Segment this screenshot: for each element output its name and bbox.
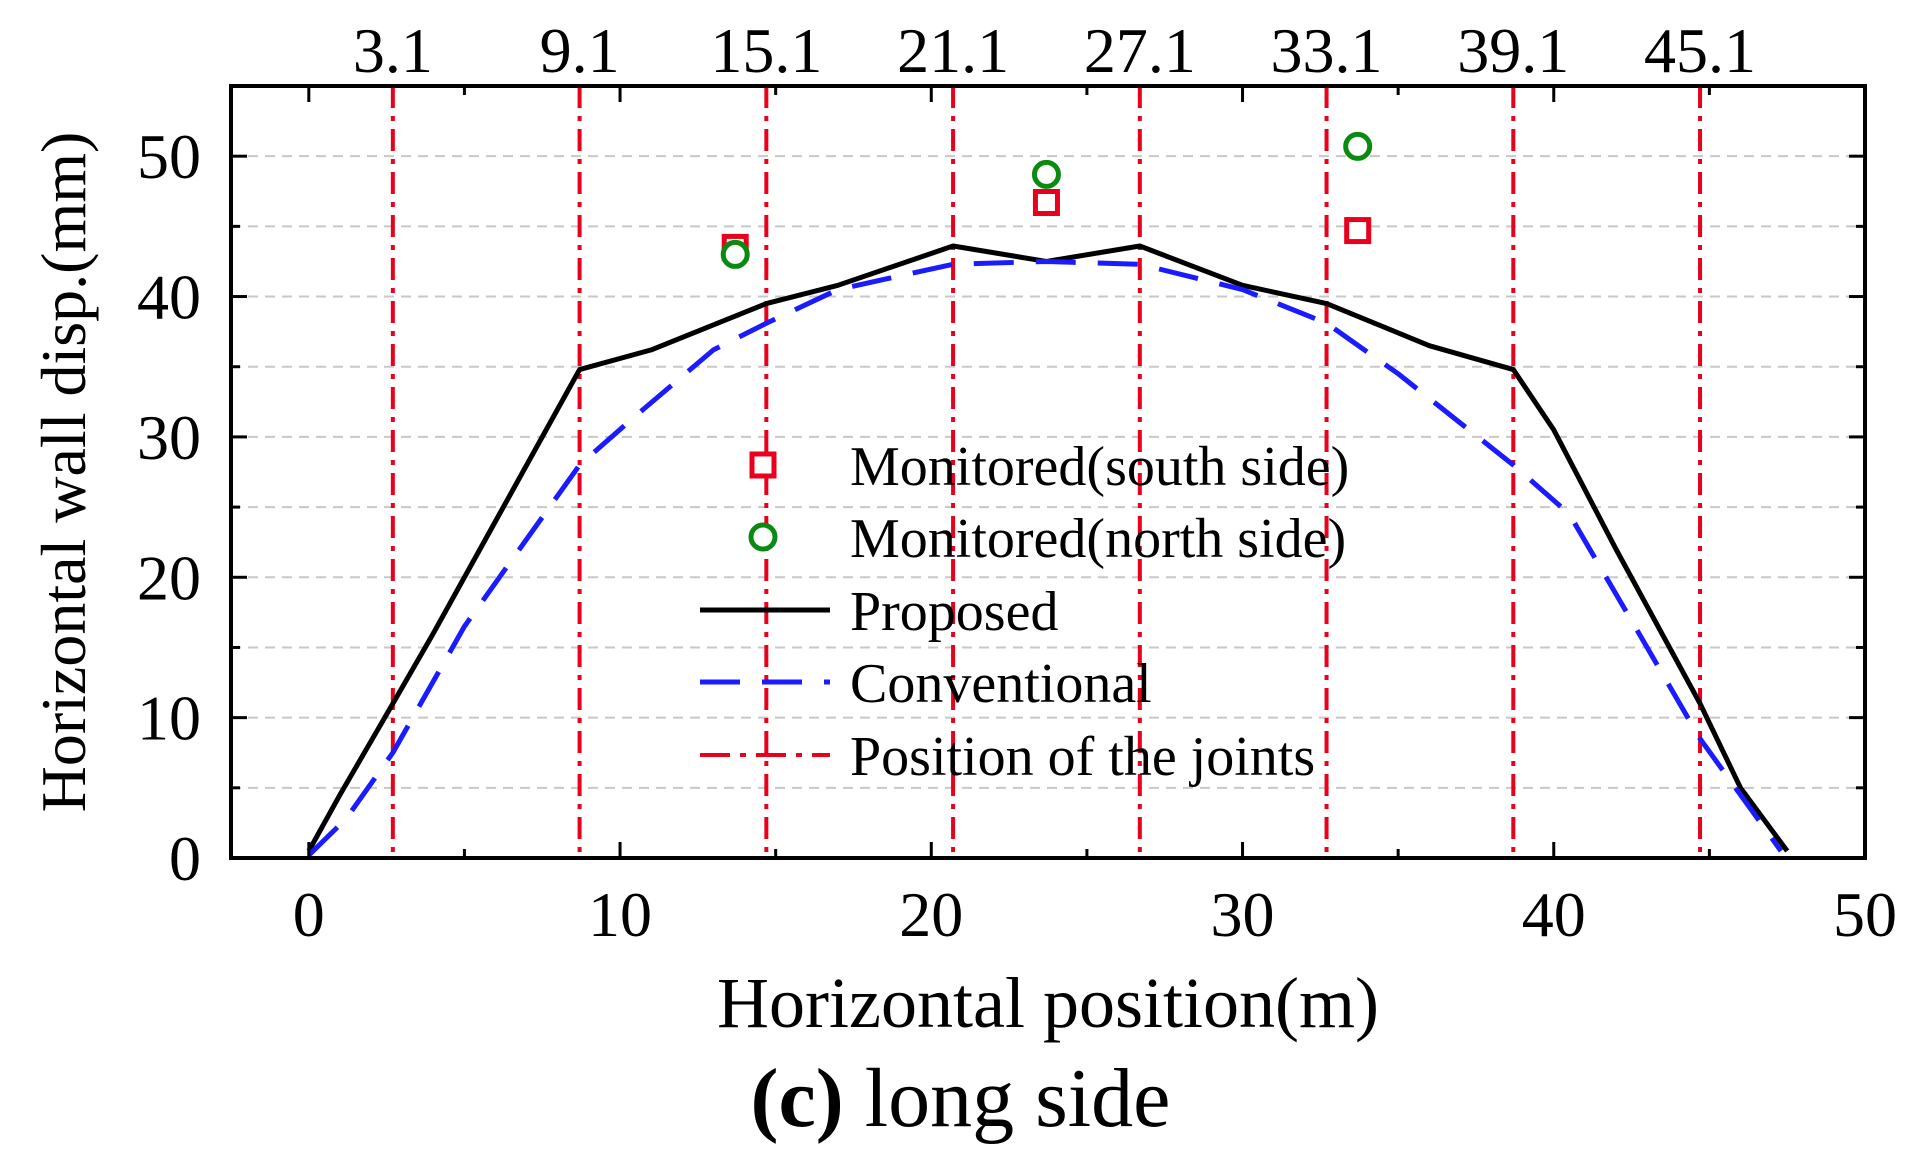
joint-label: 21.1 [897, 15, 1009, 86]
legend-label: Conventional [850, 653, 1152, 715]
joint-label: 3.1 [353, 15, 433, 86]
y-tick-label: 0 [169, 823, 201, 894]
legend-label: Proposed [850, 581, 1058, 643]
y-tick-label: 50 [137, 121, 201, 192]
joint-label: 9.1 [540, 15, 620, 86]
x-tick-label: 40 [1522, 879, 1586, 950]
caption-text: long side [864, 1052, 1171, 1145]
y-tick-label: 40 [137, 262, 201, 333]
legend: Monitored(south side) Monitored(north sid… [700, 436, 1349, 788]
legend-label: Monitored(north side) [850, 508, 1346, 570]
caption-letter: (c) [750, 1052, 844, 1145]
x-tick-label: 50 [1833, 879, 1897, 950]
joint-label: 27.1 [1084, 15, 1196, 86]
legend-label: Monitored(south side) [850, 436, 1349, 498]
north-marker [1343, 131, 1373, 161]
joint-labels: 3.1 9.1 15.1 21.1 27.1 33.1 39.1 45.1 [353, 15, 1756, 86]
monitored-markers [720, 131, 1373, 269]
x-tick-label: 10 [588, 879, 652, 950]
y-tick-label: 30 [137, 402, 201, 473]
south-marker [1032, 189, 1060, 217]
axis-ticks [231, 86, 1867, 860]
joint-label: 45.1 [1644, 15, 1756, 86]
joint-label: 33.1 [1271, 15, 1383, 86]
x-axis-label: Horizontal position(m) [717, 963, 1379, 1043]
south-marker [1344, 217, 1372, 245]
north-marker [720, 239, 750, 269]
grid [231, 155, 1865, 789]
tick-labels: 0 10 20 30 40 50 0 10 20 30 40 50 [137, 121, 1897, 950]
x-tick-label: 0 [293, 879, 325, 950]
series-lines [306, 243, 1790, 857]
y-tick-label: 10 [137, 683, 201, 754]
legend-south-symbol [749, 451, 777, 479]
y-axis-label: Horizontal wall disp.(mm) [28, 132, 99, 813]
x-tick-label: 30 [1211, 879, 1275, 950]
x-tick-label: 20 [899, 879, 963, 950]
figure-caption: (c) long side [0, 1050, 1921, 1147]
joint-label: 15.1 [710, 15, 822, 86]
plot-frame [229, 84, 1867, 860]
conventional-line [307, 258, 1783, 857]
y-tick-label: 20 [137, 542, 201, 613]
legend-north-symbol [748, 522, 778, 552]
north-marker [1031, 159, 1061, 189]
legend-label: Position of the joints [850, 726, 1315, 788]
line-chart: 0 10 20 30 40 50 0 10 20 30 40 50 3.1 9.1 15.1 21.1 27.… [28, 15, 1897, 1043]
joint-label: 39.1 [1457, 15, 1569, 86]
